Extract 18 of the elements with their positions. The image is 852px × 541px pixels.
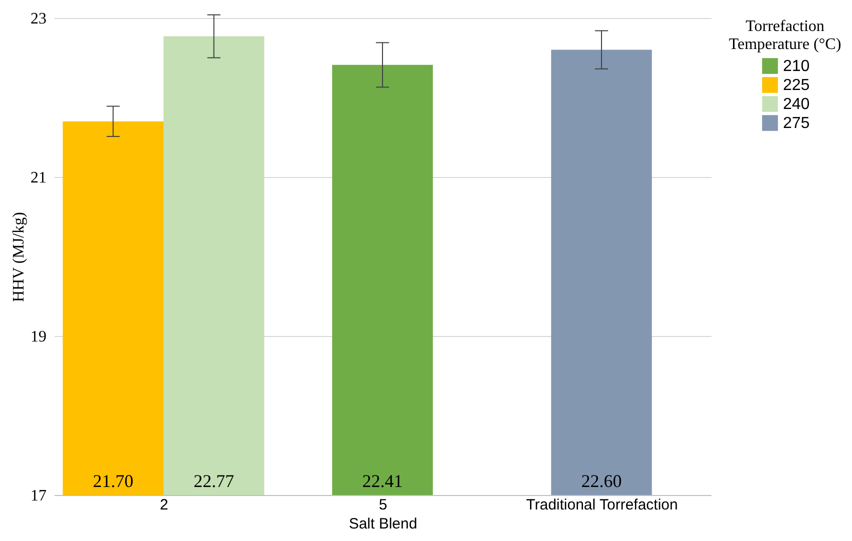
y-axis-title: HHV (MJ/kg): [10, 212, 28, 302]
data-label: 22.41: [362, 471, 403, 491]
x-tick-label: 5: [378, 496, 388, 514]
y-tick-label: 17: [30, 488, 46, 504]
legend-title: Torrefaction Temperature (°C): [728, 18, 842, 53]
data-label: 21.70: [92, 471, 134, 491]
x-axis-title: Salt Blend: [348, 516, 418, 532]
x-tick-label: 2: [160, 496, 168, 514]
y-tick-label: 21: [30, 170, 46, 186]
legend-label: 210: [783, 58, 810, 75]
y-tick-label: 23: [30, 10, 46, 28]
legend-label: 275: [783, 115, 810, 132]
legend-label: 240: [783, 96, 810, 113]
legend-label: 225: [783, 77, 810, 94]
x-tick-label: Traditional Torrefaction: [526, 496, 678, 514]
data-label: 22.60: [581, 471, 622, 491]
data-label: 22.77: [194, 471, 234, 491]
y-tick-label: 19: [30, 328, 46, 346]
